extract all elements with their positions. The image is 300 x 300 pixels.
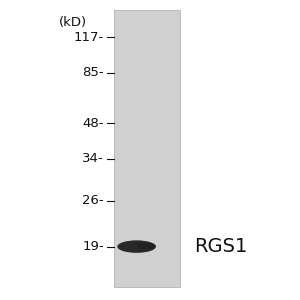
Text: 85-: 85- bbox=[82, 66, 104, 79]
Text: 48-: 48- bbox=[82, 117, 104, 130]
Ellipse shape bbox=[117, 240, 156, 253]
Text: 34-: 34- bbox=[82, 152, 104, 165]
Text: 26-: 26- bbox=[82, 194, 104, 207]
Text: 117-: 117- bbox=[74, 31, 104, 44]
Text: 19-: 19- bbox=[82, 240, 104, 253]
FancyBboxPatch shape bbox=[114, 10, 180, 287]
Text: (kD): (kD) bbox=[59, 16, 87, 29]
Ellipse shape bbox=[136, 242, 156, 249]
Text: RGS1: RGS1 bbox=[195, 237, 248, 256]
